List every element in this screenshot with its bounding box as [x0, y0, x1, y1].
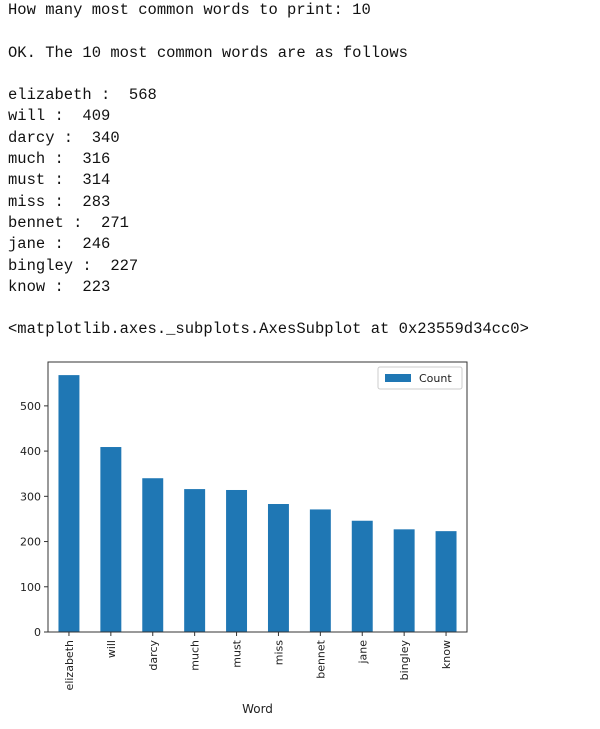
bar-elizabeth [58, 375, 80, 632]
x-axis-label: Word [242, 702, 273, 716]
y-tick-label: 0 [34, 626, 41, 639]
bar-will [100, 447, 122, 632]
y-tick-label: 200 [20, 536, 41, 549]
x-tick-label: jane [356, 640, 369, 665]
word-count-line: miss : 283 [8, 192, 111, 211]
bar-miss [267, 504, 289, 632]
y-tick-label: 500 [20, 400, 41, 413]
x-tick-label: bingley [398, 640, 411, 681]
bar-jane [351, 520, 373, 632]
bar-much [184, 489, 206, 632]
x-tick-label: bennet [314, 639, 327, 678]
y-tick-label: 400 [20, 445, 41, 458]
repr-line: <matplotlib.axes._subplots.AxesSubplot a… [8, 320, 529, 339]
x-tick-label: will [105, 640, 118, 658]
word-count-line: bingley : 227 [8, 256, 139, 275]
legend-box [377, 366, 463, 390]
bar-bennet [309, 509, 331, 632]
word-count-line: will : 409 [8, 107, 111, 126]
bar-bingley [393, 529, 415, 632]
legend-label: Count [419, 372, 452, 385]
word-count-line: know : 223 [8, 277, 111, 296]
plot-frame [47, 361, 468, 633]
bar-know [435, 531, 457, 632]
word-count-line: must : 314 [8, 171, 111, 190]
word-count-line: darcy : 340 [8, 128, 120, 147]
x-tick-label: darcy [147, 640, 160, 671]
blank-line [8, 298, 529, 319]
status-line: OK. The 10 most common words are as foll… [8, 43, 408, 62]
x-tick-label: miss [272, 640, 285, 666]
x-tick-label: know [440, 640, 453, 669]
blank-line [8, 21, 529, 42]
legend-swatch [385, 374, 411, 382]
word-count-line: much : 316 [8, 150, 111, 169]
word-count-line: elizabeth : 568 [8, 86, 157, 105]
y-tick-label: 300 [20, 490, 41, 503]
bar-chart: 0 100 200 300 400 500 elizabeth will darcy much mu… [20, 361, 468, 716]
bar-darcy [142, 478, 164, 632]
x-tick-label: much [189, 640, 202, 671]
prompt-line: How many most common words to print: 10 [8, 1, 371, 19]
bar-must [226, 489, 248, 632]
x-tick-label: elizabeth [63, 640, 76, 690]
word-count-line: bennet : 271 [8, 213, 129, 232]
blank-line [8, 64, 529, 85]
word-count-line: jane : 246 [8, 235, 111, 254]
x-tick-label: must [231, 639, 244, 667]
console-output: How many most common words to print: 10 … [8, 0, 529, 341]
y-tick-label: 100 [20, 581, 41, 594]
